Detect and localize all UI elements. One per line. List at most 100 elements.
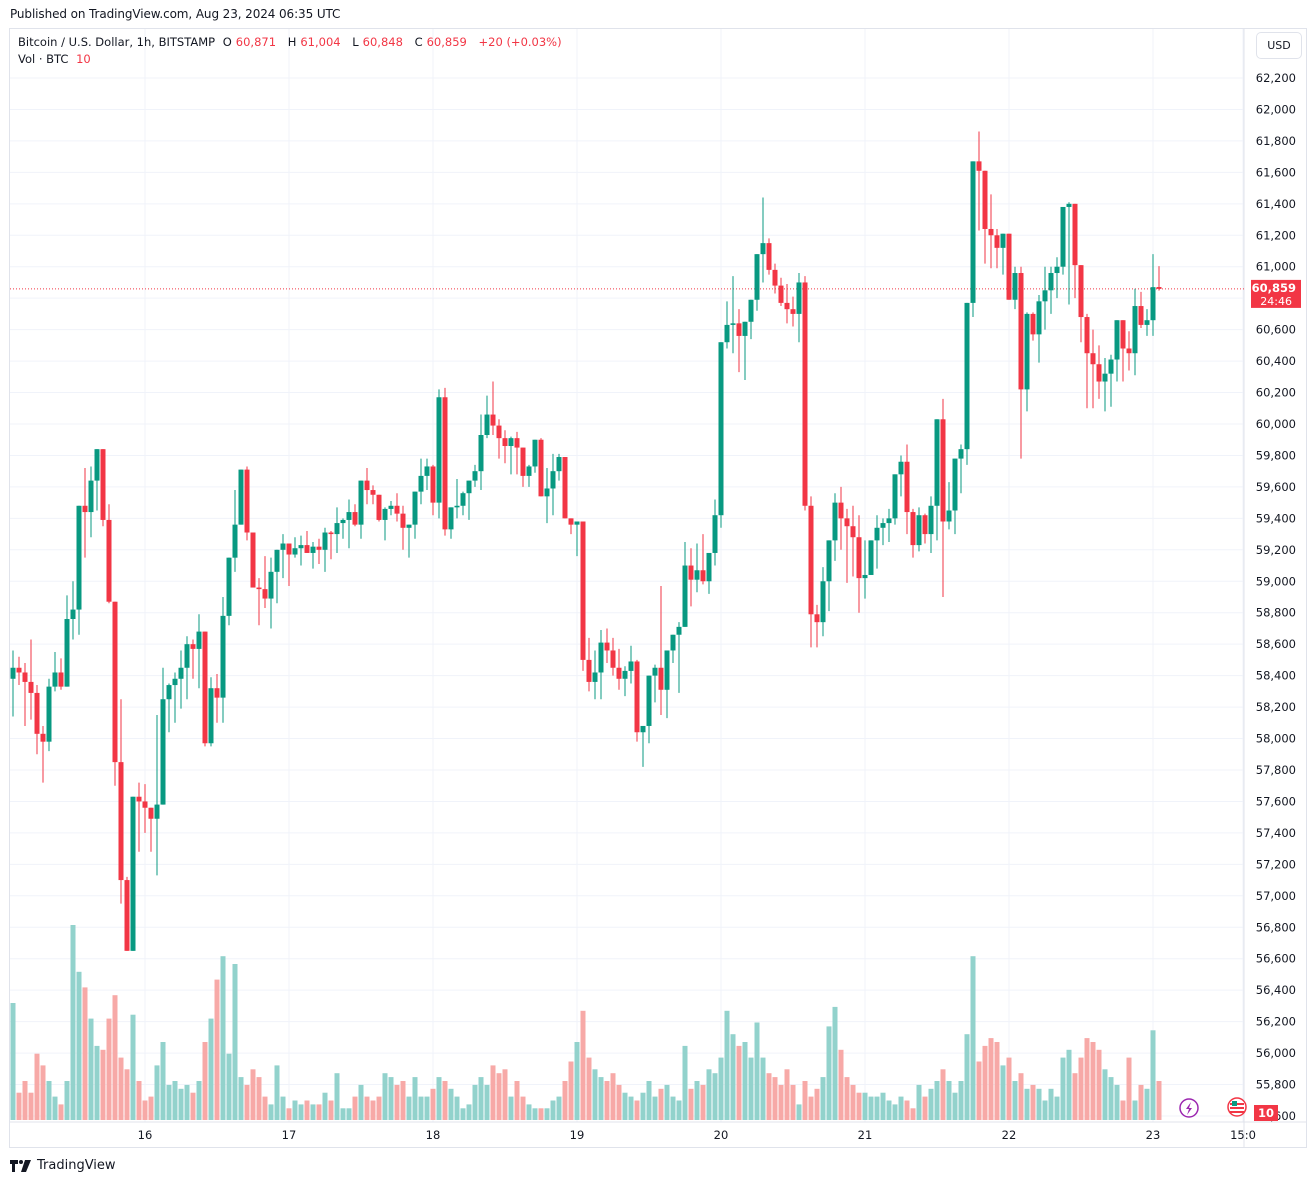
candle-body[interactable] [178,667,184,679]
candle-body[interactable] [520,447,526,476]
candle-body[interactable] [370,490,376,495]
candle-body[interactable] [532,439,538,467]
candle-body[interactable] [130,796,136,951]
candle-body[interactable] [190,644,196,649]
candle-body[interactable] [742,321,748,336]
candle-body[interactable] [448,507,454,530]
candle-body[interactable] [802,282,808,506]
candle-body[interactable] [700,570,706,582]
candle-body[interactable] [82,505,88,513]
candle-body[interactable] [274,549,280,572]
candle-body[interactable] [916,515,922,546]
candle-body[interactable] [604,642,610,651]
candle-body[interactable] [184,644,190,668]
candle-body[interactable] [328,532,334,535]
candle-body[interactable] [1156,287,1162,289]
candle-body[interactable] [424,466,430,476]
candle-body[interactable] [400,513,406,528]
candle-body[interactable] [172,678,178,686]
candle-body[interactable] [856,537,862,579]
candle-body[interactable] [772,269,778,286]
candle-body[interactable] [472,471,478,481]
candle-body[interactable] [616,667,622,679]
candle-body[interactable] [766,243,772,270]
candle-body[interactable] [40,733,46,742]
candle-body[interactable] [196,631,202,649]
candle-body[interactable] [1138,306,1144,325]
candle-body[interactable] [268,571,274,599]
candle-body[interactable] [970,161,976,303]
candle-body[interactable] [904,461,910,513]
candle-body[interactable] [250,532,256,588]
candle-body[interactable] [694,570,700,580]
candle-body[interactable] [1048,273,1054,291]
candle-body[interactable] [232,524,238,558]
candle-body[interactable] [940,419,946,522]
volume-label[interactable]: Vol · BTC [18,52,69,66]
candle-body[interactable] [862,574,868,579]
candle-body[interactable] [376,494,382,520]
candle-body[interactable] [346,512,352,520]
candle-body[interactable] [1060,206,1066,267]
candle-body[interactable] [28,681,34,693]
candle-body[interactable] [280,543,286,550]
candle-body[interactable] [214,688,220,698]
candle-body[interactable] [826,540,832,582]
candle-body[interactable] [964,302,970,450]
candle-body[interactable] [778,285,784,303]
candle-body[interactable] [712,515,718,553]
candle-body[interactable] [586,659,592,682]
candle-body[interactable] [286,543,292,555]
candle-body[interactable] [442,397,448,530]
candle-body[interactable] [46,686,52,742]
candle-body[interactable] [982,170,988,229]
candle-body[interactable] [322,532,328,550]
candle-body[interactable] [892,474,898,519]
candle-body[interactable] [160,699,166,805]
candle-body[interactable] [952,458,958,511]
candle-body[interactable] [112,601,118,763]
candle-body[interactable] [406,524,412,528]
candle-body[interactable] [1114,320,1120,360]
candle-body[interactable] [760,243,766,255]
candle-body[interactable] [814,614,820,623]
candle-body[interactable] [58,672,64,687]
candle-body[interactable] [100,449,106,520]
candle-body[interactable] [316,546,322,550]
candle-body[interactable] [76,505,82,610]
candle-body[interactable] [10,667,16,679]
candle-body[interactable] [790,309,796,314]
candle-body[interactable] [148,807,154,819]
candle-body[interactable] [94,449,100,481]
candle-body[interactable] [52,672,58,687]
candle-body[interactable] [910,512,916,546]
candle-body[interactable] [208,688,214,744]
symbol-title[interactable]: Bitcoin / U.S. Dollar, 1h, BITSTAMP [18,35,216,49]
candle-body[interactable] [310,546,316,553]
candle-body[interactable] [598,642,604,673]
candle-body[interactable] [688,565,694,580]
candle-body[interactable] [1000,233,1006,248]
candle-body[interactable] [562,457,568,519]
candle-body[interactable] [658,667,664,690]
candle-body[interactable] [886,518,892,524]
candle-body[interactable] [490,414,496,426]
candle-body[interactable] [850,526,856,538]
candle-body[interactable] [352,512,358,525]
candle-body[interactable] [136,796,142,802]
candle-body[interactable] [880,523,886,528]
candle-body[interactable] [106,519,112,602]
candle-body[interactable] [430,466,436,503]
candle-body[interactable] [754,254,760,300]
candle-body[interactable] [556,457,562,472]
candle-body[interactable] [496,425,502,439]
candle-body[interactable] [298,545,304,549]
candle-body[interactable] [388,505,394,509]
candle-body[interactable] [514,438,520,448]
candle-body[interactable] [244,469,250,533]
candle-body[interactable] [142,801,148,808]
candle-body[interactable] [934,419,940,506]
candle-body[interactable] [364,480,370,491]
candle-body[interactable] [652,667,658,676]
